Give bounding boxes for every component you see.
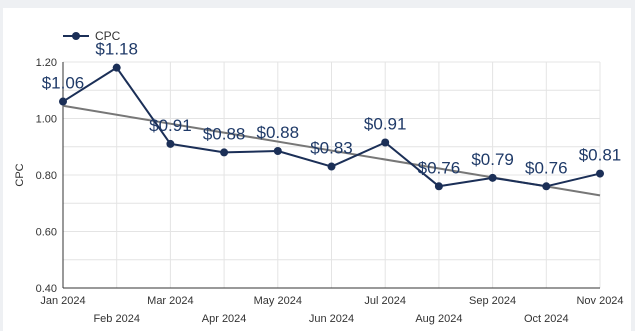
x-tick-label: Sep 2024 [469, 295, 516, 307]
y-tick-label: 0.40 [36, 283, 57, 295]
y-axis-label: CPC [14, 163, 26, 186]
data-point[interactable] [542, 182, 551, 191]
data-label: $0.79 [471, 150, 514, 169]
y-tick-label: 1.20 [36, 57, 57, 69]
data-label: $0.81 [579, 146, 622, 165]
data-point[interactable] [596, 169, 604, 178]
cpc-line-chart: $1.06 $1.18 $0.91 $0.88 $0.88 $0.83 $0.91 $0.76… [14, 29, 624, 325]
data-label: $0.88 [257, 123, 300, 142]
data-label: $0.91 [364, 115, 407, 134]
x-tick-label: Jul 2024 [364, 295, 406, 307]
data-labels: $1.06 $1.18 $0.91 $0.88 $0.88 $0.83 $0.91 $0.76… [42, 40, 622, 178]
x-tick-label: May 2024 [254, 295, 302, 307]
data-point[interactable] [166, 139, 175, 148]
data-label: $0.76 [525, 158, 568, 177]
data-label: $0.91 [149, 116, 192, 135]
data-point[interactable] [112, 63, 121, 72]
x-tick-label: Mar 2024 [147, 295, 193, 307]
y-tick-label: 0.80 [36, 170, 57, 182]
data-point[interactable] [381, 138, 390, 147]
x-tick-label: Aug 2024 [415, 313, 462, 325]
legend[interactable]: CPC [63, 29, 121, 43]
x-tick-label: Jun 2024 [309, 313, 354, 325]
data-point[interactable] [220, 148, 229, 157]
x-tick-label: Apr 2024 [202, 313, 247, 325]
x-tick-label: Feb 2024 [93, 313, 139, 325]
legend-label: CPC [95, 29, 121, 43]
x-tick-label: Oct 2024 [524, 313, 569, 325]
data-point[interactable] [488, 173, 497, 182]
data-point[interactable] [273, 146, 282, 155]
y-tick-label: 1.00 [36, 114, 57, 126]
x-tick-label: Jan 2024 [40, 295, 85, 307]
data-point[interactable] [434, 182, 443, 191]
x-tick-labels: Jan 2024 Feb 2024 Mar 2024 Apr 2024 May 2024… [40, 295, 623, 325]
data-label: $0.83 [310, 139, 353, 158]
data-label: $0.88 [203, 124, 246, 143]
chart-panel: $1.06 $1.18 $0.91 $0.88 $0.88 $0.83 $0.91 $0.76… [3, 8, 631, 331]
y-tick-label: 0.60 [36, 227, 57, 239]
data-point[interactable] [59, 97, 67, 106]
y-tick-labels: 0.40 0.60 0.80 1.00 1.20 [36, 57, 57, 295]
grid [62, 61, 601, 289]
data-label: $0.76 [418, 158, 461, 177]
legend-marker-icon [72, 32, 80, 40]
series-group [59, 63, 604, 191]
data-label: $1.18 [95, 40, 138, 59]
data-point[interactable] [327, 162, 336, 171]
data-label: $1.06 [42, 74, 85, 93]
x-tick-label: Nov 2024 [576, 295, 623, 307]
